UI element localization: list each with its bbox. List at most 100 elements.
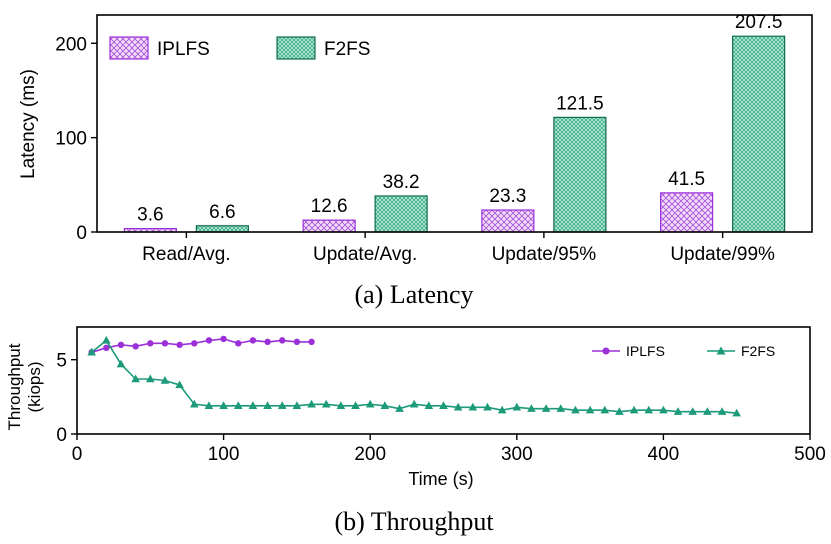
bar-label-iplfs-3: 41.5: [668, 169, 705, 190]
throughput-x-tick-label-4: 400: [648, 444, 680, 465]
point-f2fs-25: [453, 402, 463, 411]
bar-iplfs-1: [302, 219, 356, 233]
point-f2fs-3: [131, 374, 140, 383]
point-iplfs-4: [147, 340, 154, 347]
point-f2fs-2: [116, 359, 126, 368]
throughput-y-ticks: 05: [56, 351, 77, 446]
point-f2fs-29: [512, 402, 522, 411]
point-iplfs-8: [205, 337, 213, 344]
point-f2fs-24: [439, 401, 448, 409]
throughput-y-axis-label-line2: (kiops): [25, 361, 44, 412]
point-f2fs-27: [483, 402, 492, 411]
legend-marker-f2fs: [716, 346, 726, 355]
latency-legend: IPLFS F2FS: [109, 36, 370, 60]
latency-bars: [123, 35, 786, 233]
point-f2fs-31: [541, 404, 551, 412]
point-f2fs-26: [468, 402, 478, 411]
throughput-series: [87, 335, 741, 417]
point-f2fs-21: [395, 404, 404, 412]
throughput-x-tick-label-5: 500: [794, 444, 826, 465]
point-f2fs-32: [556, 404, 566, 412]
legend-label-iplfs: IPLFS: [157, 39, 210, 60]
latency-y-tick-label-0: 0: [76, 223, 87, 244]
throughput-y-axis-label-line1: Throughput: [5, 343, 24, 430]
point-iplfs-2: [117, 341, 125, 349]
bar-label-f2fs-1: 38.2: [383, 172, 420, 193]
point-f2fs-33: [571, 405, 580, 414]
point-f2fs-35: [600, 405, 610, 414]
point-f2fs-13: [277, 401, 287, 409]
point-f2fs-17: [336, 401, 346, 409]
point-f2fs-41: [688, 407, 698, 415]
point-f2fs-28: [497, 405, 507, 414]
latency-x-tick-label-3: Update/99%: [670, 244, 775, 265]
point-f2fs-10: [233, 401, 243, 409]
point-f2fs-1: [102, 335, 111, 344]
point-iplfs-13: [279, 337, 286, 344]
latency-x-ticks: Read/Avg. Update/Avg. Update/95% Update/99%: [142, 232, 775, 265]
point-f2fs-15: [307, 399, 316, 408]
point-iplfs-6: [176, 341, 183, 349]
latency-caption: (a) Latency: [354, 280, 473, 309]
point-iplfs-10: [235, 340, 242, 347]
point-iplfs-14: [293, 338, 301, 346]
throughput-chart: 05 0 100 200 300 400 500 Throughput (kiops) T…: [5, 326, 826, 536]
point-f2fs-34: [585, 405, 595, 414]
bar-label-f2fs-3: 207.5: [735, 12, 783, 33]
legend-swatch-iplfs: [109, 36, 149, 60]
point-f2fs-37: [629, 405, 639, 414]
bar-f2fs-2: [553, 116, 607, 233]
point-f2fs-30: [527, 404, 536, 412]
latency-plot-frame: [96, 14, 813, 233]
latency-x-tick-label-1: Update/Avg.: [313, 244, 417, 265]
point-iplfs-12: [264, 338, 271, 346]
latency-y-axis-label: Latency (ms): [18, 69, 39, 179]
bar-f2fs-1: [374, 195, 428, 233]
throughput-x-axis-label: Time (s): [408, 469, 473, 489]
point-f2fs-14: [292, 401, 302, 409]
legend-swatch-f2fs: [276, 36, 316, 60]
point-iplfs-1: [103, 344, 110, 352]
throughput-x-ticks: 0 100 200 300 400 500: [72, 434, 826, 465]
bar-label-iplfs-2: 23.3: [489, 186, 526, 207]
latency-y-tick-label-2: 200: [55, 34, 87, 55]
latency-bar-labels: 3.6 6.6 12.6 38.2 23.3 121.5 41.5 207.5: [137, 12, 782, 225]
bar-label-iplfs-1: 12.6: [311, 196, 348, 217]
legend-label-iplfs-tp: IPLFS: [626, 343, 665, 359]
throughput-x-tick-label-0: 0: [72, 444, 83, 465]
bar-label-f2fs-2: 121.5: [556, 93, 604, 114]
bar-label-iplfs-0: 3.6: [137, 205, 163, 226]
legend-label-f2fs: F2FS: [324, 39, 370, 60]
point-f2fs-9: [219, 401, 228, 409]
latency-y-tick-label-1: 100: [55, 129, 87, 150]
throughput-x-tick-label-3: 300: [501, 444, 533, 465]
latency-y-gridticks: 0 100 200: [55, 34, 97, 244]
point-f2fs-11: [248, 401, 258, 409]
point-f2fs-40: [673, 407, 683, 415]
bar-f2fs-3: [732, 35, 786, 233]
point-f2fs-43: [717, 407, 727, 415]
point-f2fs-36: [615, 407, 624, 415]
latency-x-tick-label-0: Read/Avg.: [142, 244, 230, 265]
point-f2fs-19: [365, 399, 375, 408]
legend-label-f2fs-tp: F2FS: [741, 343, 775, 359]
line-iplfs: [91, 338, 312, 354]
point-f2fs-20: [380, 401, 390, 409]
point-f2fs-39: [659, 405, 668, 414]
throughput-y-tick-label-1: 5: [56, 351, 67, 372]
point-f2fs-6: [175, 380, 184, 389]
point-iplfs-3: [132, 343, 139, 350]
point-f2fs-4: [146, 374, 155, 383]
throughput-x-tick-label-2: 200: [354, 444, 386, 465]
latency-x-tick-label-2: Update/95%: [492, 244, 597, 265]
throughput-legend: IPLFS F2FS: [592, 343, 775, 359]
legend-marker-iplfs: [602, 347, 610, 355]
point-iplfs-15: [308, 338, 315, 346]
throughput-caption: (b) Throughput: [334, 507, 494, 536]
point-f2fs-0: [87, 347, 96, 356]
throughput-y-tick-label-0: 0: [56, 425, 67, 446]
bar-iplfs-3: [660, 192, 714, 233]
point-f2fs-7: [189, 399, 199, 408]
point-iplfs-9: [220, 335, 227, 343]
